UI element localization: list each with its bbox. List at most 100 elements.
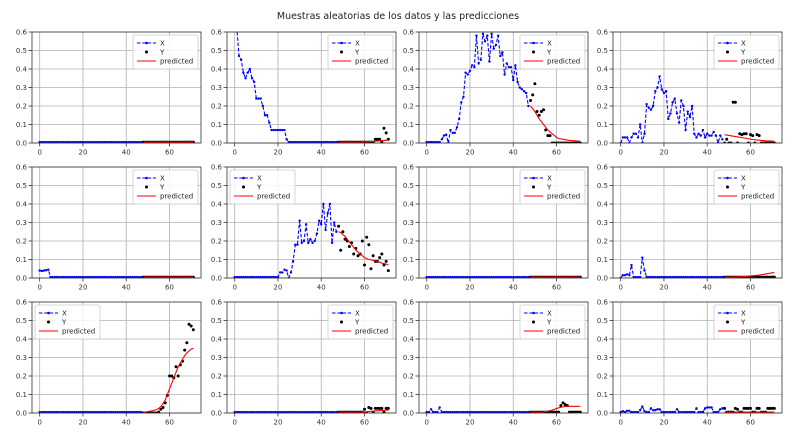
y-point (380, 406, 384, 410)
x-point (274, 128, 277, 132)
y-point (744, 406, 748, 410)
x-point (83, 140, 87, 143)
x-point (120, 410, 124, 413)
y-point (742, 406, 746, 410)
x-point (261, 275, 265, 278)
x-point (499, 410, 502, 413)
x-point (464, 71, 467, 74)
y-point (768, 406, 772, 410)
x-point (673, 275, 676, 278)
y-point (343, 237, 347, 241)
legend-handle-marker (340, 320, 343, 324)
series-predicted (530, 405, 581, 413)
x-point (118, 140, 121, 143)
x-point (55, 140, 59, 143)
x-point (490, 410, 493, 413)
x-point (677, 275, 681, 278)
x-point (287, 140, 290, 143)
x-point (699, 134, 702, 137)
x-point (483, 40, 487, 43)
legend-label: X (547, 175, 552, 183)
legend-entry-x: X (718, 40, 746, 48)
plot-series (38, 140, 195, 143)
x-point (501, 51, 504, 54)
y-point (744, 132, 748, 136)
x-point (651, 104, 655, 108)
y-tick-label: 0.1 (211, 121, 222, 129)
x-point (505, 410, 508, 413)
y-point (386, 269, 390, 273)
x-point (429, 275, 433, 278)
x-point (109, 140, 113, 143)
x-point (690, 275, 694, 278)
x-point (505, 62, 508, 65)
x-tick-label: 0 (618, 149, 622, 157)
y-point (378, 256, 382, 260)
x-point (311, 241, 314, 245)
x-point (285, 410, 288, 413)
x-point (129, 140, 132, 143)
x-point (53, 410, 57, 413)
legend-handle-marker (532, 320, 535, 324)
y-tick-label: 0.0 (597, 275, 608, 283)
x-point (638, 275, 642, 278)
legend-entry-y: Y (726, 319, 746, 327)
x-point (261, 410, 265, 413)
x-point (259, 410, 262, 413)
x-point (621, 274, 625, 277)
x-point (625, 273, 629, 276)
legend-entry-y: Y (532, 319, 552, 327)
x-point (507, 410, 511, 413)
x-tick-label: 0 (618, 284, 622, 292)
x-point (656, 275, 659, 278)
x-point (66, 140, 70, 143)
x-point (276, 275, 280, 278)
axis-ticks: 0.0 0.1 0.2 0.3 0.4 0.5 0.6 0 20 40 60 (16, 164, 174, 292)
axis-ticks: 0.0 0.1 0.2 0.3 0.4 0.5 0.6 0 20 40 60 (16, 29, 174, 157)
series-y (529, 401, 582, 413)
x-point (252, 275, 256, 278)
legend-handle-marker (532, 185, 535, 189)
legend-entry-predicted: predicted (332, 328, 388, 336)
axis-ticks: 0.0 0.1 0.2 0.3 0.4 0.5 0.6 0 20 40 60 (597, 29, 755, 157)
x-point (647, 410, 651, 413)
x-point (527, 410, 530, 413)
x-point (237, 54, 241, 58)
legend-label: Y (546, 49, 552, 57)
x-point (246, 275, 249, 278)
x-point (699, 410, 702, 413)
y-tick-label: 0.6 (16, 29, 28, 37)
series-x (425, 275, 530, 278)
x-point (690, 410, 694, 413)
predicted-line (724, 134, 775, 142)
x-point (643, 269, 646, 272)
x-point (77, 275, 80, 278)
x-point (680, 99, 683, 102)
legend-entry-y: Y (532, 184, 552, 192)
legend-label: predicted (160, 193, 193, 201)
legend-label: X (741, 40, 746, 48)
x-point (259, 97, 262, 100)
legend-entry-x: X (524, 175, 552, 183)
x-point (699, 275, 702, 278)
x-point (667, 117, 670, 121)
x-point (272, 128, 275, 132)
y-tick-label: 0.4 (211, 201, 223, 209)
x-point (492, 47, 495, 50)
x-point (140, 140, 143, 143)
legend-entry-x: X (234, 175, 262, 183)
x-point (244, 410, 247, 413)
x-point (283, 128, 286, 132)
x-point (90, 410, 93, 413)
x-point (116, 140, 119, 143)
y-tick-label: 0.1 (597, 256, 608, 264)
y-tick-label: 0.6 (403, 164, 415, 172)
x-tick-label: 0 (618, 419, 622, 427)
x-point (499, 275, 502, 278)
x-point (697, 132, 700, 135)
x-point (656, 86, 659, 89)
x-point (239, 275, 243, 278)
y-tick-label: 0.6 (211, 299, 223, 307)
